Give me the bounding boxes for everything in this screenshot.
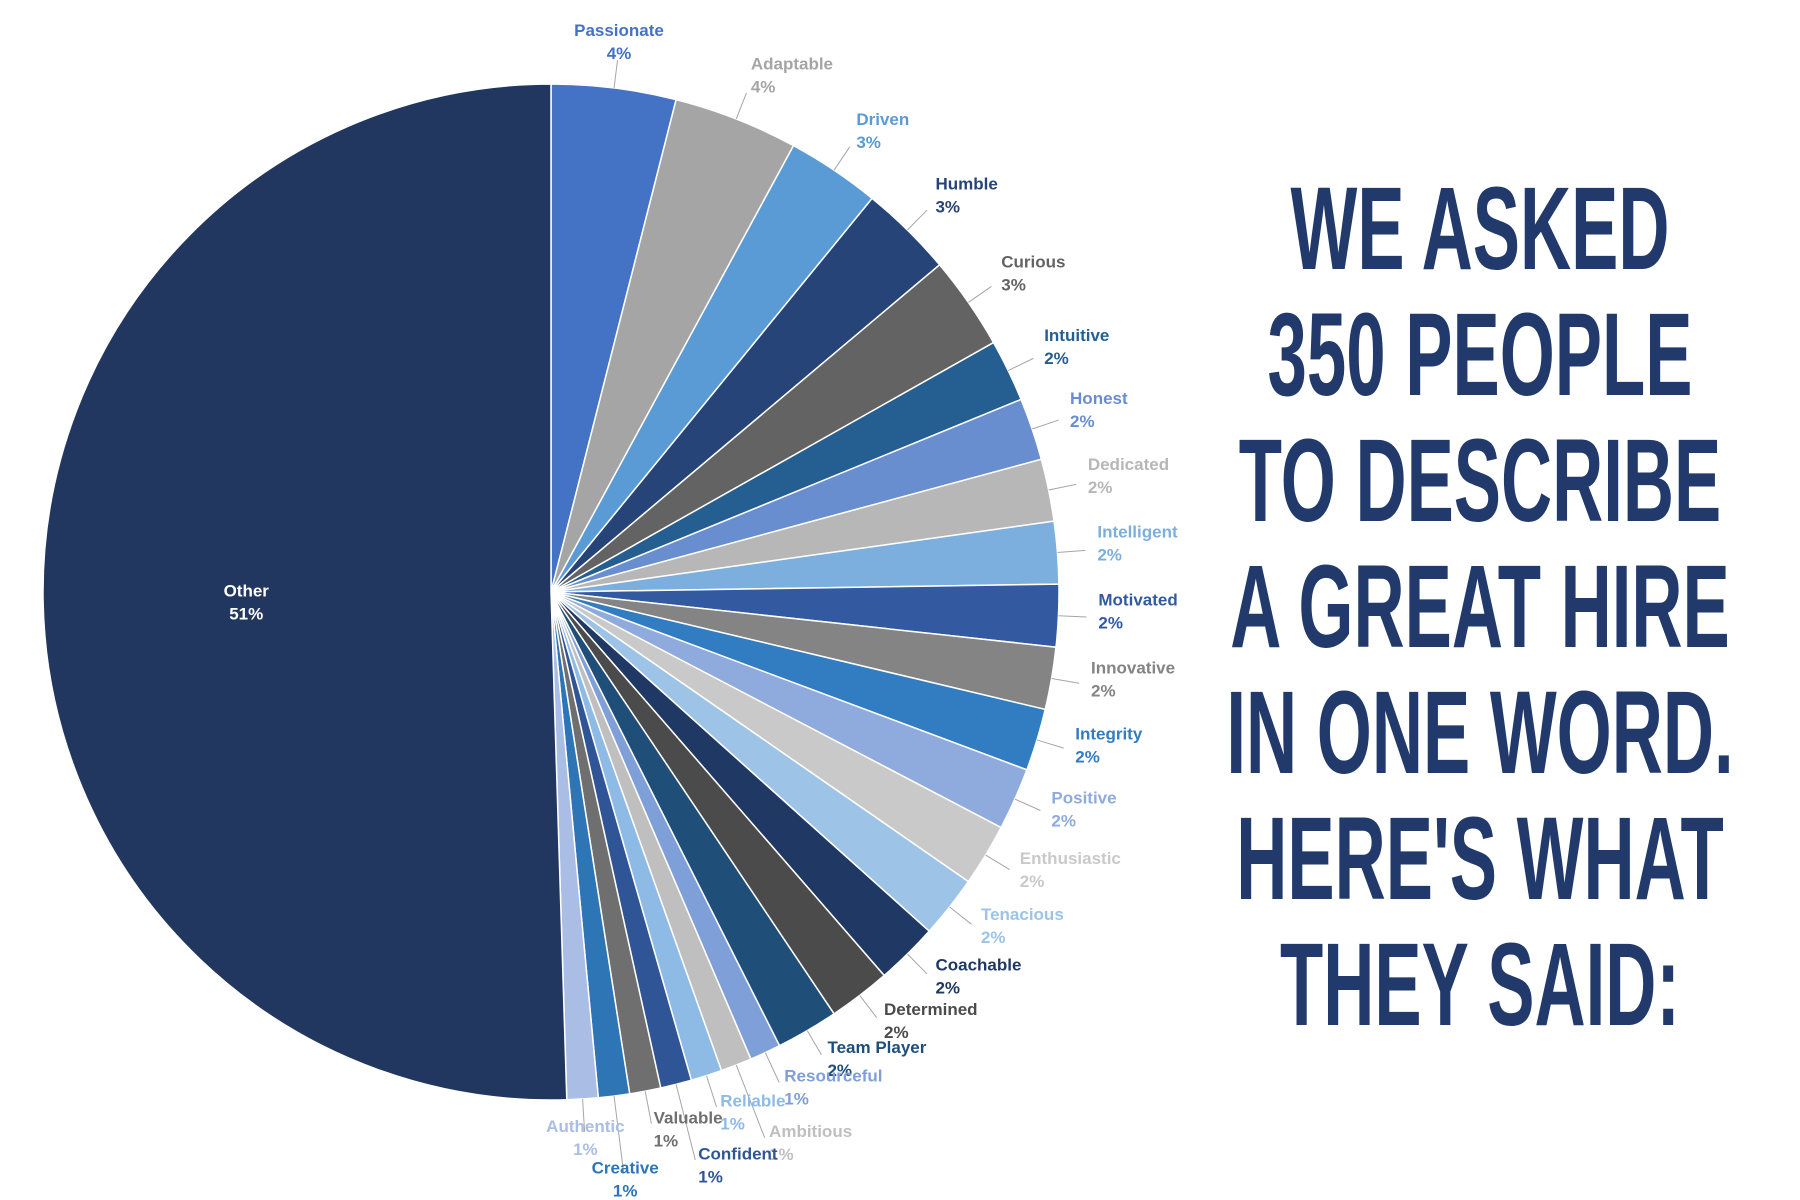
slice-value-label: 3% (935, 198, 960, 217)
slice-label: Reliable (720, 1091, 785, 1110)
leader-line (949, 906, 972, 925)
slice-value-label: 3% (1001, 276, 1026, 295)
slice-label: Enthusiastic (1020, 849, 1121, 868)
slice-label: Other (224, 582, 270, 601)
slice-label: Dedicated (1088, 455, 1169, 474)
slice-label: Ambitious (769, 1122, 852, 1141)
slice-value-label: 1% (654, 1131, 679, 1150)
slice-value-label: 1% (613, 1181, 638, 1200)
slice-value-label: 2% (1091, 681, 1116, 700)
slice-label: Integrity (1075, 725, 1143, 744)
leader-line (764, 1052, 780, 1083)
leader-line (1058, 615, 1087, 618)
title-line: THEY SAID: (1280, 918, 1680, 1050)
slice-value-label: 2% (981, 928, 1006, 947)
slice-label: Resourceful (784, 1066, 882, 1085)
slice-value-label: 3% (856, 133, 881, 152)
slice-value-label: 2% (1051, 811, 1076, 830)
slice-label: Driven (856, 110, 909, 129)
title-line: IN ONE WORD. (1226, 666, 1733, 798)
slice-value-label: 2% (1075, 748, 1100, 767)
title-line: TO DESCRIBE (1239, 414, 1722, 546)
slice-label: Honest (1070, 389, 1128, 408)
leader-line (613, 60, 619, 88)
leader-line (806, 1030, 822, 1056)
title-line-group: 350 PEOPLE (1268, 288, 1693, 420)
slice-value-label: 2% (1044, 349, 1069, 368)
title-line: A GREAT HIRE (1230, 540, 1730, 672)
slice-value-label: 2% (1020, 872, 1045, 891)
slice-label: Intuitive (1044, 326, 1109, 345)
slice-value-label: 2% (935, 978, 960, 997)
slice-value-label: 4% (751, 78, 776, 97)
leader-line (675, 1084, 696, 1161)
slice-value-label: 1% (573, 1140, 598, 1159)
title-line-group: WE ASKED (1291, 162, 1670, 294)
leader-line (907, 953, 928, 975)
leader-line (1057, 549, 1086, 554)
slice-value-label: 51% (229, 605, 263, 624)
slice-label: Intelligent (1097, 522, 1178, 541)
title-line: HERE'S WHAT (1236, 792, 1723, 924)
title-line: WE ASKED (1291, 162, 1670, 294)
leader-line (833, 146, 851, 171)
slice-label: Positive (1051, 788, 1116, 807)
slice-label: Motivated (1098, 591, 1177, 610)
leader-line (582, 1098, 586, 1132)
leader-line (644, 1091, 652, 1124)
slice-value-label: 2% (1097, 545, 1122, 564)
slice-label: Creative (592, 1158, 659, 1177)
leader-line (706, 1075, 718, 1108)
slice-label: Humble (935, 175, 997, 194)
slice-label: Adaptable (751, 55, 833, 74)
title-line-group: TO DESCRIBE (1239, 414, 1722, 546)
leader-line (1051, 677, 1080, 684)
slice-value-label: 2% (1088, 478, 1113, 497)
slice-value-label: 2% (827, 1061, 852, 1080)
slice-label: Valuable (654, 1108, 723, 1127)
pie-slice (42, 83, 568, 1101)
slice-value-label: 1% (720, 1114, 745, 1133)
leader-line (735, 92, 747, 120)
title-line-group: THEY SAID: (1280, 918, 1680, 1050)
leader-line (985, 854, 1010, 870)
slice-label: Authentic (546, 1117, 624, 1136)
slice-label: Curious (1001, 253, 1065, 272)
title-line-group: A GREAT HIRE (1230, 540, 1730, 672)
leader-line (613, 1096, 625, 1174)
leader-line (907, 209, 928, 231)
leader-line (968, 286, 992, 303)
slice-value-label: 1% (769, 1145, 794, 1164)
leader-line (1048, 483, 1077, 491)
slice-value-label: 1% (784, 1089, 809, 1108)
title-line: 350 PEOPLE (1268, 288, 1693, 420)
leader-line (1007, 357, 1034, 372)
slice-value-label: 2% (884, 1023, 909, 1042)
slice-value-label: 4% (607, 44, 632, 63)
slice-label: Passionate (574, 21, 664, 40)
leader-line (859, 995, 878, 1018)
title-line-group: IN ONE WORD. (1226, 666, 1733, 798)
slice-label: Coachable (935, 955, 1021, 974)
leader-line (735, 1064, 766, 1138)
leader-line (1014, 798, 1041, 811)
slice-label: Innovative (1091, 658, 1175, 677)
slice-label: Confident (698, 1145, 778, 1164)
slice-label: Determined (884, 1000, 978, 1019)
slice-label: Team Player (827, 1038, 926, 1057)
leader-line (1036, 739, 1064, 749)
leader-line (1031, 419, 1059, 430)
title-line-group: HERE'S WHAT (1236, 792, 1723, 924)
slice-value-label: 2% (1098, 614, 1123, 633)
slice-value-label: 2% (1070, 412, 1095, 431)
slice-value-label: 1% (698, 1168, 723, 1187)
slice-label: Tenacious (981, 905, 1064, 924)
